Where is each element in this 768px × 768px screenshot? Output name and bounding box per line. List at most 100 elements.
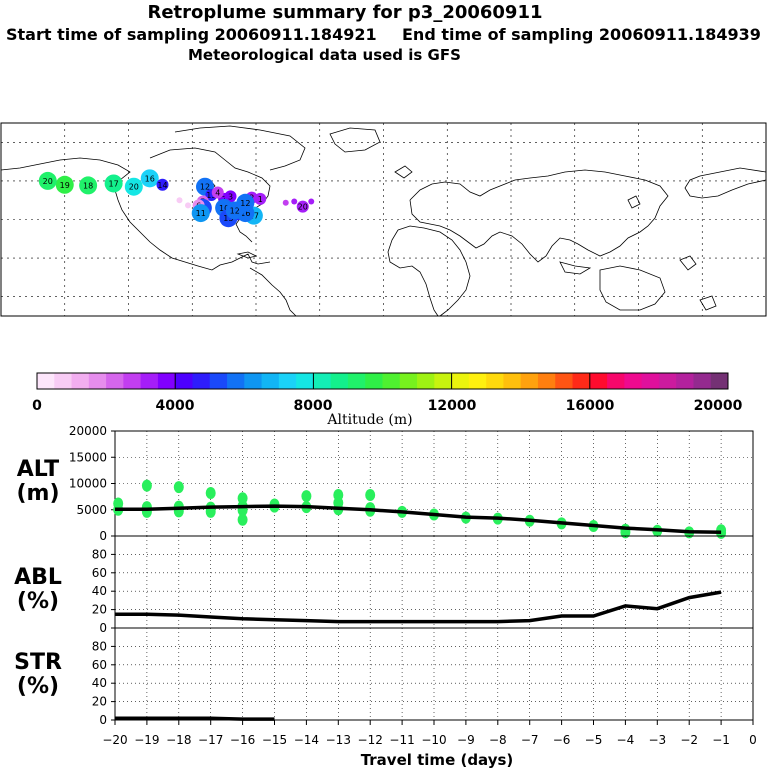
altitude-point [237, 492, 248, 505]
altitude-point [205, 486, 216, 499]
y-tick-label: 60 [92, 658, 107, 672]
y-tick-label: 5000 [76, 503, 107, 517]
alt-line [115, 504, 722, 535]
colorbar-cell [451, 373, 470, 389]
trajectory-marker-label: 10 [219, 204, 229, 213]
altitude-point [141, 479, 152, 492]
colorbar-cell [417, 373, 435, 389]
x-tick-label: −8 [489, 733, 507, 747]
abl-line [115, 590, 722, 624]
y-tick-label: 80 [92, 639, 107, 653]
colorbar-cell [227, 373, 245, 389]
altitude-point [173, 481, 184, 494]
trajectory-marker-label: 13 [223, 214, 233, 223]
x-tick-label: −3 [648, 733, 666, 747]
trajectory-marker [55, 175, 74, 194]
altitude-point [716, 524, 727, 537]
altitude-point [365, 489, 376, 502]
trajectory-marker-label: 16 [240, 209, 250, 218]
colorbar-tick: 16000 [566, 398, 615, 414]
abl-panel: 80 60 40 20 0 [92, 535, 754, 635]
colorbar-cell [503, 373, 522, 389]
y-tick-label: 20 [92, 603, 107, 617]
colorbar-cell [641, 373, 660, 389]
alt-unit: (m) [16, 481, 60, 506]
y-tick-label: 0 [99, 529, 107, 543]
trajectory-marker [296, 200, 309, 213]
x-tick-label: 0 [749, 733, 757, 747]
trajectory-marker-label: 19 [60, 181, 70, 190]
trajectory-marker [291, 198, 298, 205]
trajectory-marker-label: 18 [83, 181, 93, 190]
x-tick-label: −10 [421, 733, 446, 747]
colorbar-tick: 8000 [294, 398, 333, 414]
colorbar-cell [382, 373, 401, 389]
trajectory-marker [156, 178, 169, 191]
colorbar-cell [175, 373, 193, 389]
colorbar-cell [520, 373, 539, 389]
colorbar-cell [710, 373, 729, 389]
trajectory-marker [191, 204, 210, 223]
colorbar-cell [140, 373, 159, 389]
colorbar-tick: 12000 [428, 398, 477, 414]
str-unit: (%) [16, 674, 60, 699]
colorbar-cell [192, 373, 211, 389]
trajectory-marker [308, 198, 315, 205]
altitude-point [301, 490, 312, 503]
colorbar-cell [658, 373, 677, 389]
x-tick-label: −6 [553, 733, 571, 747]
colorbar-cell [71, 373, 90, 389]
x-tick-label: −17 [198, 733, 223, 747]
x-tick-label: −13 [326, 733, 351, 747]
colorbar-cell [209, 373, 228, 389]
trajectory-marker [236, 193, 255, 212]
colorbar-cell [37, 373, 55, 389]
met-data-label: Meteorological data used is GFS [188, 46, 461, 64]
trajectory-marker [79, 176, 98, 195]
y-tick-label: 80 [92, 547, 107, 561]
trajectory-marker [211, 186, 224, 199]
colorbar-cell [572, 373, 591, 389]
x-tick-label: −7 [521, 733, 539, 747]
y-tick-label: 40 [92, 676, 107, 690]
trajectory-marker-label: 16 [145, 174, 155, 183]
y-tick-label: 20000 [69, 424, 107, 438]
colorbar-cell [123, 373, 142, 389]
colorbar-cells [37, 373, 729, 389]
trajectory-marker [176, 197, 183, 204]
x-axis: −20 −19 −18 −17 −16 −15 −14 −13 −12 −11 −10 −9 −8 −7−… [102, 720, 757, 747]
abl-name: ABL [14, 565, 62, 590]
colorbar-cell [54, 373, 73, 389]
trajectory-marker [124, 177, 143, 196]
x-tick-label: −20 [102, 733, 127, 747]
x-tick-label: −19 [134, 733, 159, 747]
colorbar-cell [261, 373, 280, 389]
trajectory-marker-label: 17 [249, 212, 259, 221]
x-tick-label: −9 [457, 733, 475, 747]
y-tick-label: 15000 [69, 450, 107, 464]
alt-panel-label: ALT (m) [10, 458, 66, 506]
altitude-point [113, 497, 124, 510]
x-tick-label: −12 [358, 733, 383, 747]
x-tick-label: −11 [389, 733, 414, 747]
alt-name: ALT [16, 457, 60, 482]
colorbar-cell [244, 373, 263, 389]
y-tick-label: 0 [99, 621, 107, 635]
trajectory-marker [38, 171, 57, 190]
start-time-label: Start time of sampling 20060911.184921 [6, 25, 377, 44]
colorbar-cell [624, 373, 643, 389]
altitude-point [141, 501, 152, 514]
trajectory-marker-label: 12 [230, 206, 240, 215]
colorbar-tick-labels: 0 4000 8000 12000 16000 20000 [32, 398, 742, 414]
trajectory-marker [224, 190, 237, 203]
colorbar-cell [330, 373, 349, 389]
trajectory-marker-label: 13 [206, 191, 216, 200]
trajectory-marker [104, 174, 123, 193]
alt-panel: 20000 15000 10000 5000 0 [69, 424, 754, 543]
trajectory-marker-label: 11 [196, 209, 206, 218]
trajectory-marker-label: 14 [157, 181, 167, 190]
trajectory-marker [282, 199, 289, 206]
colorbar-cell [555, 373, 574, 389]
colorbar-cell [607, 373, 625, 389]
x-tick-label: −16 [230, 733, 255, 747]
